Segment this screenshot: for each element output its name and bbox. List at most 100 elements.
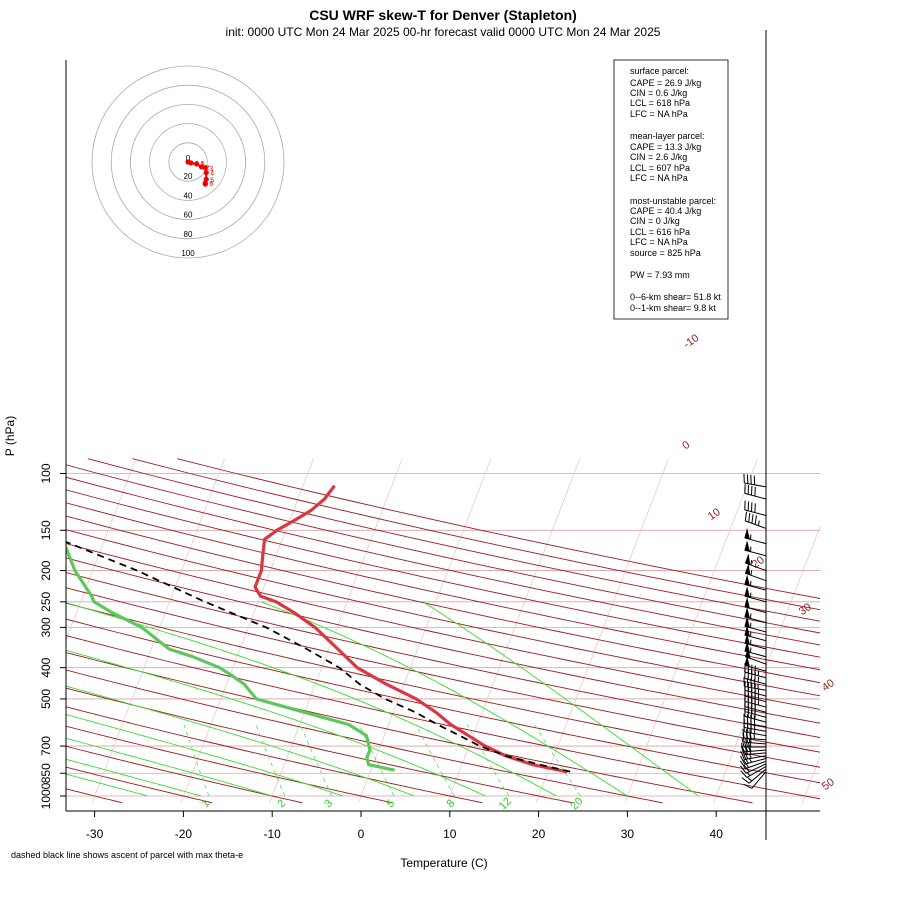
mean-layer-lfc: LFC = NA hPa [630, 173, 688, 183]
dry-adiabat-line [66, 557, 820, 724]
isotherm-label: 30 [797, 601, 814, 618]
dry-adiabat-line [87, 458, 820, 622]
dry-adiabat-line [66, 766, 213, 804]
temperature-line [253, 485, 568, 774]
wind-barb [744, 669, 767, 685]
wind-barb [743, 473, 767, 488]
mixing-ratio-line [534, 724, 581, 797]
moist-adiabat-line [66, 737, 273, 797]
dry-adiabat-line [66, 572, 820, 738]
wind-barb [742, 732, 767, 745]
y-tick-label: 150 [39, 520, 53, 540]
hodograph-ring-label: 80 [184, 230, 193, 239]
dry-adiabat-line [66, 602, 820, 768]
mixing-ratio-line [183, 724, 210, 797]
isotherm-line [269, 458, 403, 803]
most-unstable-lcl: LCL = 616 hPa [630, 227, 690, 237]
hodograph-ring [129, 104, 246, 220]
y-tick-label: 500 [39, 689, 53, 709]
mixing-ratio-label: 1 [200, 797, 213, 810]
y-axis-label: P (hPa) [3, 416, 17, 456]
mean-layer-heading: mean-layer parcel: [630, 131, 705, 141]
hodograph-point [202, 181, 208, 187]
dry-adiabat-line [66, 687, 573, 804]
chart-title: CSU WRF skew-T for Denver (Stapleton) [309, 7, 577, 23]
x-tick-label: 10 [443, 827, 457, 841]
precipitable-water: PW = 7.93 mm [630, 270, 690, 280]
mean-layer-lcl: LCL = 607 hPa [630, 163, 690, 173]
dry-adiabat-line [66, 489, 820, 658]
isotherm-labels: -10 0 10 20 30 40 50 [680, 332, 836, 793]
parcel-line [66, 540, 571, 773]
dry-adiabat-line [66, 618, 820, 784]
footnote: dashed black line shows ascent of parcel… [11, 850, 243, 860]
shear-0-6km: 0--6-km shear= 51.8 kt [630, 292, 721, 302]
y-tick-label: 400 [39, 657, 53, 677]
x-axis-ticks: -30 -20 -10 0 10 20 30 40 [86, 811, 723, 841]
dry-adiabat-line [66, 529, 820, 697]
most-unstable-cin: CIN = 0 J/kg [630, 216, 680, 226]
wind-barb [744, 574, 767, 591]
wind-barb [740, 745, 767, 756]
wind-barbs [739, 473, 767, 789]
surface-lfc: LFC = NA hPa [630, 109, 688, 119]
hodograph-point-label: 2 [205, 165, 209, 172]
dry-adiabat-line [66, 745, 303, 804]
mean-layer-cape: CAPE = 13.3 J/kg [630, 142, 701, 152]
isotherm-label: -10 [681, 332, 701, 351]
dry-adiabat-line [66, 652, 753, 804]
dry-adiabat-line [66, 543, 820, 710]
dry-adiabat-line [66, 706, 483, 804]
wind-barb [744, 625, 767, 642]
hodograph-center-label: 0 [186, 154, 191, 163]
mixing-ratio-labels: 1 2 3 5 8 12 20 [200, 795, 586, 812]
y-tick-label: 300 [39, 617, 53, 637]
hodograph-point-label: 3 [209, 166, 213, 173]
wind-barb [740, 750, 767, 761]
isotherm-label: 0 [680, 439, 692, 452]
y-tick-label: 1000 [39, 782, 53, 809]
hodograph-ring-label: 60 [184, 211, 193, 220]
isotherm-line [358, 458, 492, 803]
wind-barb [741, 768, 767, 784]
x-tick-label: -20 [175, 827, 193, 841]
most-unstable-lfc: LFC = NA hPa [630, 237, 688, 247]
surface-lcl: LCL = 618 hPa [630, 98, 690, 108]
parameter-box: surface parcel: CAPE = 26.9 J/kg CIN = 0… [613, 59, 729, 320]
profiles [66, 485, 571, 774]
x-axis-label: Temperature (C) [400, 856, 487, 870]
surface-heading: surface parcel: [630, 66, 689, 76]
dry-adiabat-line [66, 515, 820, 684]
isotherm-label: 50 [820, 776, 837, 793]
wind-barb [742, 728, 767, 741]
wind-barb [744, 553, 767, 572]
hodograph-ring-label: 40 [184, 191, 193, 200]
mixing-ratio-label: 3 [322, 797, 335, 810]
wind-barb [744, 586, 767, 603]
wind-barb [741, 737, 766, 748]
isotherm-label: 20 [750, 554, 767, 571]
hodograph-ring [91, 65, 285, 259]
wind-barb [744, 646, 767, 665]
hodograph-ring-label: 20 [184, 172, 193, 181]
isotherm-label: 40 [820, 677, 837, 694]
wind-barb [744, 528, 767, 545]
wind-barb [743, 771, 767, 789]
dry-adiabat-line [66, 476, 820, 646]
mixing-ratio-line [299, 724, 333, 797]
moist-adiabat-line [66, 758, 202, 797]
moist-adiabat-line [422, 601, 699, 797]
wind-barb [739, 759, 767, 770]
surface-cin: CIN = 0.6 J/kg [630, 88, 687, 98]
hodograph-rings: 20 40 60 80 100 0 [91, 65, 285, 259]
dry-adiabat-line [66, 587, 820, 753]
x-tick-label: 20 [532, 827, 546, 841]
dry-adiabat-line [66, 669, 663, 804]
wind-barb [740, 754, 767, 765]
x-tick-label: 0 [358, 827, 365, 841]
wind-barb [744, 511, 767, 529]
background-lines [66, 458, 820, 804]
